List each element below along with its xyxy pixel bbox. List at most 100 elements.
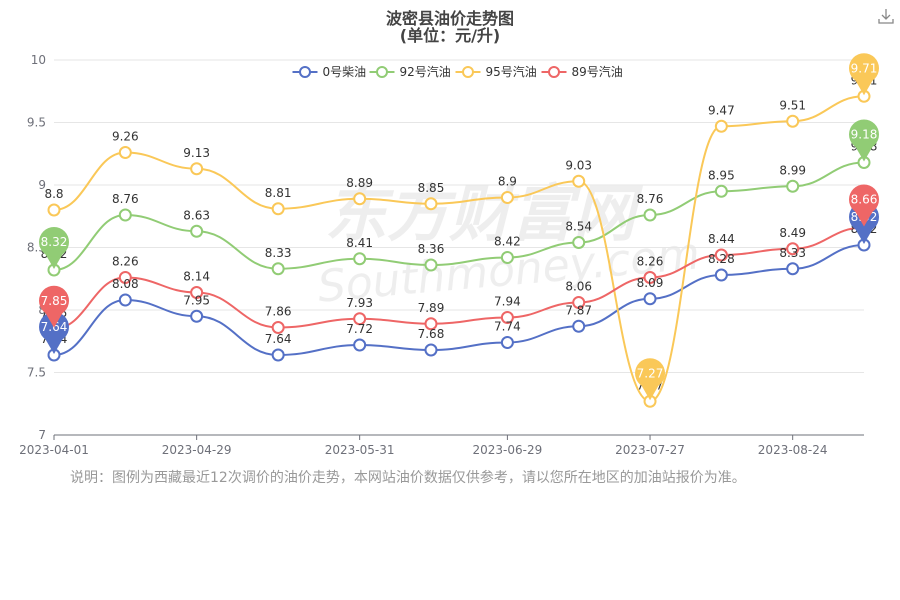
data-label: 8.26: [112, 255, 139, 269]
data-point: [714, 248, 728, 262]
y-tick-label: 9.5: [27, 116, 46, 130]
data-label: 7.87: [565, 303, 592, 317]
value-pin: 7.85: [39, 285, 69, 328]
data-point: [572, 319, 586, 333]
data-label: 8.41: [346, 236, 373, 250]
data-label: 8.08: [112, 277, 139, 291]
value-pin: 9.18: [849, 119, 879, 162]
data-label: 9.26: [112, 130, 139, 144]
data-point: [500, 191, 514, 204]
data-point: [500, 336, 514, 349]
pin-head: [849, 184, 879, 215]
value-pin: 9.71: [849, 53, 879, 96]
line-chart: 东方财富网Southmoney.com77.588.599.5102023-04…: [19, 53, 879, 457]
data-point: [190, 309, 204, 323]
legend-item[interactable]: 95号汽油: [455, 64, 537, 79]
pin-head: [849, 53, 879, 84]
data-label: 7.95: [183, 293, 210, 307]
data-label: 9.03: [565, 158, 592, 172]
y-tick-label: 8: [38, 303, 46, 317]
data-point: [643, 292, 657, 306]
data-label: 8.09: [637, 276, 664, 290]
data-label: 8.33: [265, 246, 292, 260]
x-tick-label: 2023-04-01: [19, 443, 89, 457]
legend-item[interactable]: 89号汽油: [541, 64, 623, 79]
data-label: 8.81: [265, 186, 292, 200]
data-point: [714, 268, 728, 282]
x-tick-label: 2023-04-29: [162, 443, 232, 457]
pin-label: 7.85: [41, 294, 68, 308]
data-label: 8.06: [565, 280, 592, 294]
pin-head: [635, 358, 666, 389]
data-label: 8.8: [44, 187, 63, 201]
data-point: [190, 286, 204, 299]
data-point: [353, 192, 367, 206]
data-label: 8.76: [112, 192, 139, 206]
y-tick-label: 10: [31, 53, 46, 67]
legend-item[interactable]: 0号柴油: [292, 65, 367, 79]
data-label: 8.89: [346, 176, 373, 190]
data-label: 8.85: [418, 181, 445, 195]
x-tick-label: 2023-07-27: [615, 443, 685, 457]
data-label: 7.64: [265, 332, 292, 346]
chart-title: 波密县油价走势图: [385, 9, 514, 28]
data-point: [424, 343, 438, 357]
data-label: 8.28: [708, 252, 735, 266]
data-label: 8.9: [498, 175, 517, 189]
data-point: [500, 311, 514, 324]
chart-note: 说明：图例为西藏最近12次调价的油价走势，本网站油价数据仅供参考，请以您所在地区…: [70, 470, 746, 486]
data-point: [424, 317, 438, 331]
y-tick-label: 7.5: [27, 366, 46, 380]
data-point: [271, 321, 285, 334]
data-point: [572, 296, 586, 309]
x-tick-label: 2023-08-24: [758, 443, 828, 457]
data-point: [572, 174, 586, 188]
data-label: 9.13: [183, 146, 210, 160]
data-point: [190, 162, 204, 176]
watermark-text: 东方财富网: [325, 177, 644, 250]
data-label: 8.42: [494, 235, 521, 249]
legend-label: 92号汽油: [400, 64, 451, 79]
x-tick-label: 2023-05-31: [325, 443, 395, 457]
data-label: 7.72: [346, 322, 373, 336]
y-tick-label: 9: [38, 178, 46, 192]
pin-head: [39, 227, 69, 257]
data-point: [424, 197, 438, 211]
data-point: [786, 262, 800, 276]
data-point: [643, 208, 657, 222]
data-point: [353, 312, 367, 326]
download-icon[interactable]: [877, 7, 895, 25]
legend-item[interactable]: 92号汽油: [369, 64, 451, 79]
data-point: [353, 338, 367, 352]
data-point: [353, 252, 367, 266]
data-label: 8.76: [637, 192, 664, 206]
data-label: 7.94: [494, 295, 521, 309]
data-point: [786, 242, 800, 256]
value-pin: 8.32: [39, 227, 69, 269]
pin-label: 8.66: [851, 193, 878, 207]
data-label: 8.99: [779, 163, 806, 177]
data-point: [118, 146, 132, 159]
data-point: [714, 119, 728, 133]
data-point: [500, 251, 514, 264]
data-label: 9.51: [779, 98, 806, 112]
data-point: [424, 258, 438, 272]
data-label: 7.89: [418, 301, 445, 315]
legend-marker: [299, 66, 311, 78]
legend-label: 89号汽油: [572, 64, 623, 79]
data-label: 7.74: [494, 320, 521, 334]
pin-label: 9.18: [851, 128, 878, 142]
chart-subtitle: (单位：元/升): [399, 26, 501, 45]
value-pin: 7.27: [635, 358, 666, 401]
pin-head: [849, 119, 879, 150]
data-label: 8.36: [418, 242, 445, 256]
data-label: 8.33: [779, 246, 806, 260]
legend-marker: [376, 66, 388, 78]
data-point: [271, 348, 285, 362]
legend-marker: [548, 66, 560, 78]
data-label: 8.44: [708, 232, 735, 246]
data-point: [643, 271, 657, 284]
data-point: [271, 202, 285, 216]
data-label: 7.86: [265, 305, 292, 319]
